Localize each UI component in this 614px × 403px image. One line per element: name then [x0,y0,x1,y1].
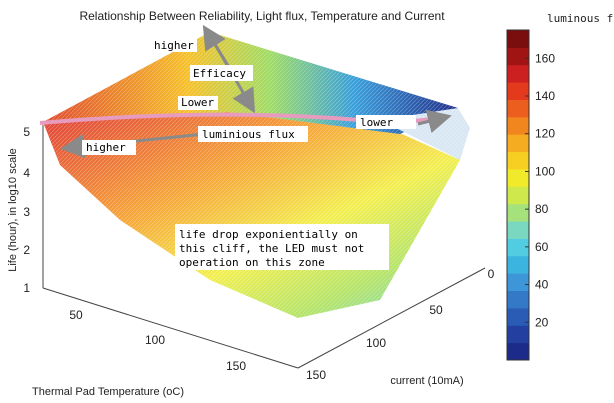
z-tick-label: 1 [23,281,30,295]
colorbar-tick-label: 120 [535,127,555,141]
luminous-flux-label: luminious flux [202,128,295,141]
colorbar-tick-label: 60 [535,240,549,254]
colorbar-band [507,151,529,170]
annotation-labels: higher Efficacy Lower lower luminious fl… [82,38,416,270]
colorbar-band [507,64,529,83]
colorbar-tick-label: 100 [535,164,555,178]
colorbar-band [507,221,529,239]
colorbar-band [507,273,529,292]
colorbar-band [507,30,529,48]
z-tick-label: 2 [23,243,30,257]
z-axis-label: Life (hour), in log10 scale [7,148,19,272]
colorbar: 20 40 60 80 100 120 140 160 luminous flux (lm) [506,12,614,361]
surface-plot [43,32,470,318]
y-tick-label: 0 [488,267,495,281]
chart-title: Relationship Between Reliability, Light … [79,9,445,23]
x-axis: 50 100 150 Thermal Pad Temperature (oC) [32,308,246,398]
colorbar-band [507,82,529,100]
colorbar-bands [507,30,529,361]
z-tick-label: 4 [23,166,30,180]
x-axis-label: Thermal Pad Temperature (oC) [32,386,184,398]
cliff-note-line-1: life drop exponientially on [179,228,358,241]
colorbar-title: luminous flux (lm) [547,12,614,25]
colorbar-tick-label: 140 [535,89,555,103]
x-tick-label: 100 [145,333,165,347]
colorbar-ticks: 20 40 60 80 100 120 140 160 [525,51,555,329]
colorbar-band [507,325,529,344]
colorbar-band [507,290,529,309]
lower-left-label: Lower [181,96,214,109]
colorbar-band [507,168,529,187]
colorbar-band [507,307,529,326]
y-tick-label: 50 [429,303,443,317]
colorbar-band [507,47,529,66]
colorbar-tick-label: 20 [535,315,549,329]
efficacy-label: Efficacy [193,67,246,80]
colorbar-frame [506,29,530,361]
surface-mesh-overlay [43,32,470,318]
colorbar-band [507,203,529,222]
z-axis: 5 4 3 2 1 Life (hour), in log10 scale [7,125,30,295]
z-tick-label: 3 [23,205,30,219]
y-axis-label: current (10mA) [390,375,463,387]
colorbar-tick-label: 40 [535,278,549,292]
x-tick-label: 150 [226,359,246,373]
colorbar-tick-label: 160 [535,51,555,65]
z-tick-label: 5 [23,125,30,139]
y-tick-label: 150 [306,368,326,382]
lower-right-label: lower [360,116,393,129]
cliff-note-line-3: operation on this zone [179,256,325,269]
colorbar-band [507,238,529,257]
y-tick-label: 100 [366,336,386,350]
higher-left-label: higher [86,141,126,154]
colorbar-tick-label: 80 [535,202,549,216]
colorbar-band [507,255,529,274]
colorbar-band [507,116,529,135]
colorbar-band [507,342,529,361]
axes-box [42,125,486,369]
higher-top-label: higher [154,39,194,52]
x-tick-label: 50 [69,308,83,322]
colorbar-band [507,99,529,118]
y-axis: 0 50 100 150 current (10mA) [306,267,495,387]
flux-right-arrow [417,109,452,134]
cliff-note-line-2: this cliff, the LED must not [179,242,364,255]
colorbar-band [507,186,529,205]
colorbar-band [507,134,529,153]
